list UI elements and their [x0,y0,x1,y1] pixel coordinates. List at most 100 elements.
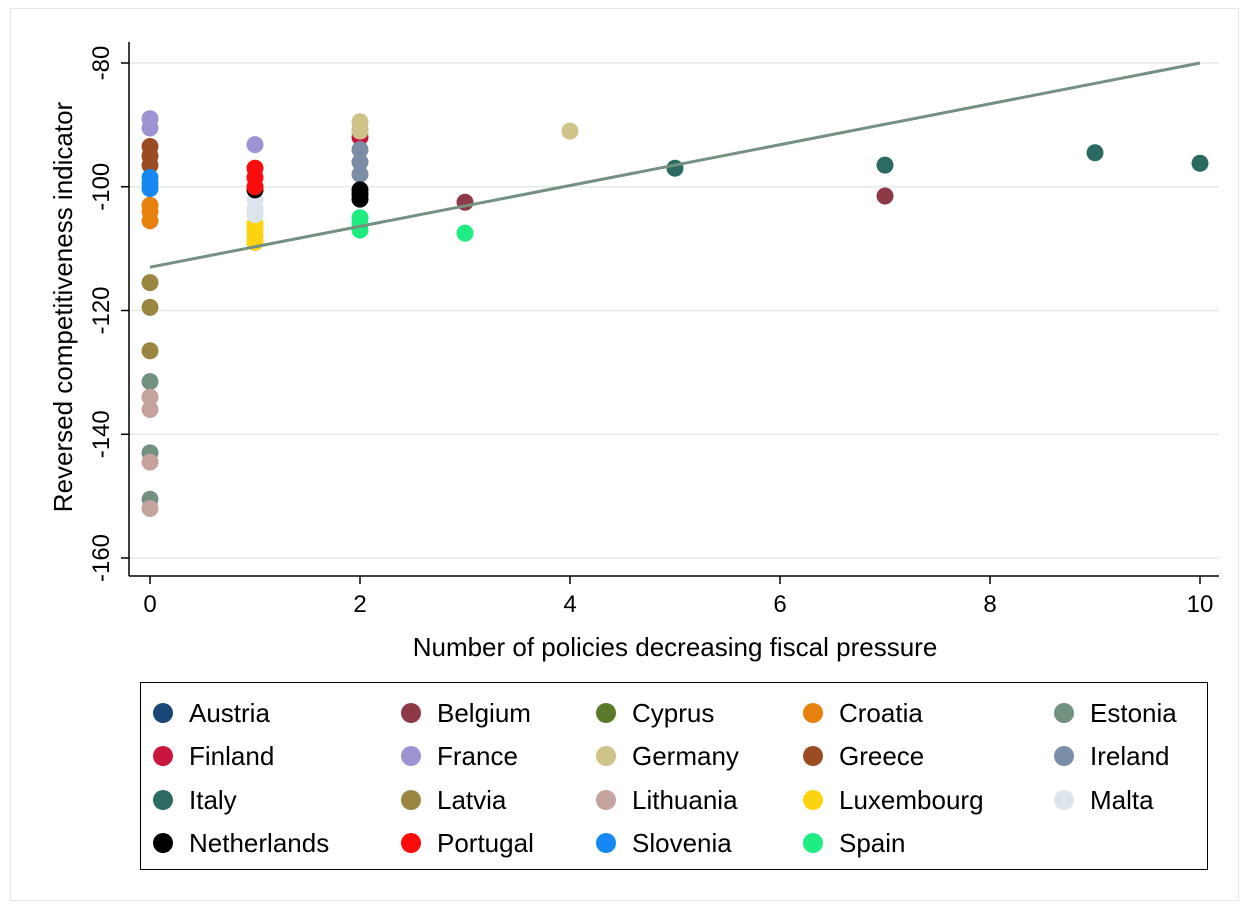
legend-item: Cyprus [596,693,714,733]
legend-swatch [401,746,421,766]
legend-label: Finland [189,740,275,771]
legend-label: Austria [189,697,270,728]
x-tick-label: 8 [983,591,996,618]
legend-label: Belgium [437,697,531,728]
y-tick-label: -100 [88,163,115,211]
data-point [876,156,894,174]
legend-swatch [153,790,173,810]
legend-swatch [401,790,421,810]
legend-label: Latvia [437,784,507,815]
data-point [456,224,474,242]
legend-label: Netherlands [189,827,330,858]
x-tick-label: 0 [143,591,156,618]
legend-label: Ireland [1090,740,1170,771]
x-tick-label: 10 [1187,591,1214,618]
y-tick-label: -160 [88,534,115,582]
legend-item: Austria [153,693,270,733]
data-point [141,388,159,406]
data-point [1191,154,1209,172]
legend-swatch [803,790,823,810]
legend-label: Estonia [1090,697,1177,728]
legend-swatch [803,746,823,766]
legend-label: Spain [839,827,906,858]
legend-label: France [437,740,518,771]
legend-label: Lithuania [632,784,738,815]
legend-label: Portugal [437,827,534,858]
fit-line-layer [149,61,1201,269]
data-point [141,401,159,418]
legend-item: Portugal [401,823,534,863]
y-tick-label: -80 [88,46,115,81]
x-axis-title: Number of policies decreasing fiscal pre… [413,632,938,662]
data-point [141,119,159,137]
legend-swatch [596,790,616,810]
data-point [351,141,369,159]
data-point [351,190,369,208]
legend-label: Greece [839,740,925,771]
axes: -80 -100 -120 -140 -160 0 2 4 6 8 10 [88,42,1219,618]
data-point [141,180,159,198]
legend-label: Slovenia [632,827,732,858]
data-point [246,136,264,154]
grid-lines [129,62,1219,559]
legend-label: Cyprus [632,697,715,728]
legend-item: France [401,736,518,776]
data-point [246,206,264,224]
data-point [351,153,369,171]
legend-swatch [1054,790,1074,810]
legend-item: Latvia [401,780,506,820]
legend-item: Spain [803,823,906,863]
x-tick-label: 6 [773,591,786,618]
legend-swatch [803,833,823,853]
y-tick-label: -140 [88,410,115,458]
legend-label: Malta [1090,784,1154,815]
data-point [141,274,159,292]
legend-swatch [803,703,823,723]
data-points [141,110,1209,517]
data-point [141,342,159,360]
legend-label: Croatia [839,697,923,728]
legend-item: Estonia [1054,693,1177,733]
legend: Austria Belgium Cyprus Croatia Estonia Finlan… [140,682,1208,870]
legend-item: Finland [153,736,274,776]
legend-swatch [596,833,616,853]
legend-item: Lithuania [596,780,738,820]
data-point [351,122,369,140]
x-tick-label: 2 [353,591,366,618]
legend-swatch [401,703,421,723]
legend-item: Germany [596,736,739,776]
data-point [141,453,159,471]
data-point [1086,144,1104,162]
legend-label: Luxembourg [839,784,984,815]
data-point [246,178,264,196]
legend-item: Belgium [401,693,531,733]
legend-swatch [153,746,173,766]
y-axis-title: Reversed competitiveness indicator [48,101,78,512]
data-point [141,156,159,174]
data-point [141,500,159,517]
legend-item: Malta [1054,780,1154,820]
legend-item: Ireland [1054,736,1170,776]
data-point [351,165,369,183]
legend-swatch [596,703,616,723]
data-point [141,373,159,391]
fit-line [149,61,1201,269]
legend-swatch [153,833,173,853]
x-tick-label: 4 [563,591,576,618]
legend-item: Slovenia [596,823,732,863]
legend-label: Italy [189,784,237,815]
legend-item: Italy [153,780,237,820]
legend-item: Greece [803,736,924,776]
data-point [666,159,684,177]
legend-swatch [1054,703,1074,723]
legend-item: Luxembourg [803,780,984,820]
data-point [141,212,159,230]
y-tick-label: -120 [88,286,115,334]
data-point [561,122,579,140]
data-point [876,187,894,205]
legend-swatch [401,833,421,853]
legend-item: Netherlands [153,823,329,863]
legend-label: Germany [632,740,739,771]
data-point [141,298,159,316]
legend-swatch [1054,746,1074,766]
